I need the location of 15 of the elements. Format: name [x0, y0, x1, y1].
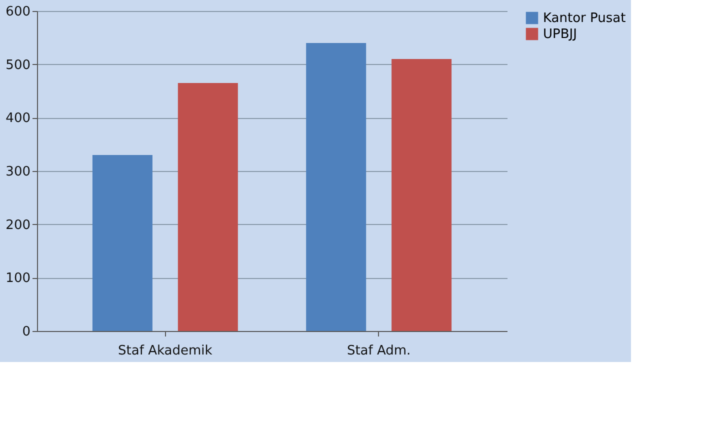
y-tick-label: 300: [6, 164, 30, 180]
y-tick-label: 600: [6, 4, 30, 20]
y-tick-label: 500: [6, 58, 30, 73]
bar: [306, 43, 366, 331]
bar: [92, 155, 152, 331]
legend-label: UPBJJ: [543, 27, 577, 42]
x-tick-label: Staf Akademik: [118, 344, 213, 358]
y-tick-label: 400: [6, 111, 30, 126]
bar: [178, 83, 238, 331]
y-tick-label: 200: [6, 218, 30, 233]
y-tick-label: 0: [22, 324, 30, 340]
x-tick-label: Staf Adm.: [346, 344, 411, 358]
y-tick-label: 100: [6, 271, 30, 286]
bar: [392, 59, 452, 331]
legend-label: Kantor Pusat: [543, 11, 626, 26]
